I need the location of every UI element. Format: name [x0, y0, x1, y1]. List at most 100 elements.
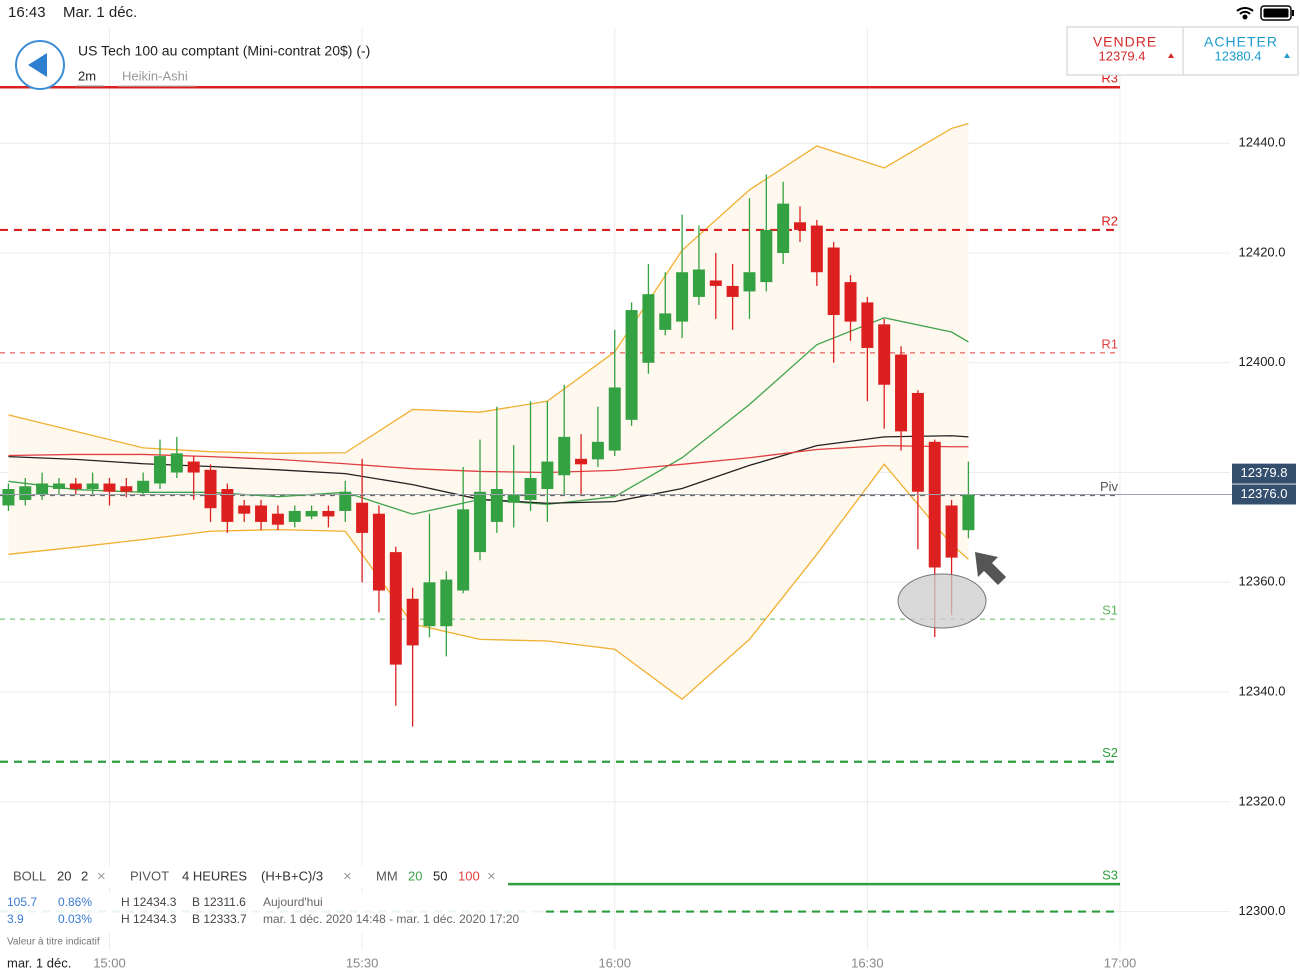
indicator-legend: BOLL 20 2 × PIVOT 4 HEURES (H+B+C)/3 × M… [13, 868, 496, 885]
band-lower [8, 463, 969, 701]
low: B 12333.7 [192, 912, 247, 926]
candle-body [861, 302, 874, 348]
candle-body [810, 225, 823, 273]
candle-body [120, 486, 133, 492]
back-button[interactable] [15, 40, 65, 90]
x-tick-label: 15:30 [346, 955, 379, 970]
candle-body [423, 582, 436, 627]
candle-body [339, 491, 352, 511]
legend-entry: 100 [458, 868, 480, 883]
percent: 0.03% [58, 912, 92, 926]
legend-entry: 20 [408, 868, 422, 883]
candle-body [440, 579, 453, 627]
candle-body [238, 505, 251, 514]
candle-body [389, 552, 402, 665]
status-date: Mar. 1 déc. [63, 4, 137, 21]
candle-body [928, 441, 941, 568]
pivot-label[interactable]: PIVOT [130, 868, 169, 883]
candle-body [204, 469, 217, 509]
percent: 0.86% [58, 895, 92, 909]
pivot-label: S1 [1102, 603, 1118, 618]
annotation-arrow [975, 552, 1006, 585]
price-tag [1232, 463, 1296, 484]
candle-body [507, 494, 520, 503]
candle-body [154, 456, 166, 484]
candle-body [52, 483, 65, 489]
candle-body [69, 483, 82, 489]
buy-label: ACHETER [1204, 34, 1278, 50]
candle-body [255, 505, 268, 522]
info-panel [0, 893, 540, 933]
close-icon[interactable]: × [97, 868, 106, 885]
boll-label[interactable]: BOLL [13, 868, 46, 883]
pivot-param: (H+B+C)/3 [261, 868, 323, 883]
instrument-title: US Tech 100 au comptant (Mini-contrat 20… [78, 43, 370, 59]
candle-body [356, 502, 369, 533]
candle-body [137, 480, 150, 492]
x-tick-label: 16:30 [851, 955, 884, 970]
high: H 12434.3 [121, 912, 177, 926]
candle-body [625, 310, 638, 420]
candle-body [288, 510, 301, 522]
y-tick-label: 12300.0 [1239, 903, 1286, 918]
candle-body [490, 489, 503, 522]
close-icon[interactable]: × [343, 868, 352, 885]
sell-price: 12379.4 [1099, 48, 1146, 63]
candle-body [709, 280, 722, 286]
candle-body [642, 294, 655, 363]
boll-param: 2 [81, 868, 88, 883]
candle-body [36, 483, 49, 495]
candle-body [103, 483, 116, 492]
candle-body [558, 436, 571, 476]
candle-body [271, 513, 284, 525]
period: Aujourd'hui [263, 895, 323, 909]
y-tick-label: 12400.0 [1239, 354, 1286, 369]
price-tag-label: 12376.0 [1241, 486, 1288, 501]
buy-button[interactable]: ACHETER 12380.4 [1204, 34, 1290, 64]
candle-body [187, 461, 200, 473]
interval[interactable]: 2m [78, 68, 96, 83]
highlight-ellipse [897, 573, 987, 629]
y-tick-label: 12360.0 [1239, 574, 1286, 589]
x-tick-label: 17:00 [1104, 955, 1137, 970]
y-tick-label: 12320.0 [1239, 793, 1286, 808]
chart-style[interactable]: Heikin-Ashi [122, 68, 188, 83]
pivot-label: R1 [1101, 336, 1118, 351]
pivot-label: R2 [1101, 213, 1118, 228]
candle-body [474, 491, 486, 553]
candle-body [591, 441, 604, 460]
pivot-label: S2 [1102, 745, 1118, 760]
candle-body [524, 478, 537, 500]
y-tick-label: 12440.0 [1239, 135, 1286, 150]
change: 3.9 [7, 912, 24, 926]
candle-body [911, 392, 924, 492]
sell-button[interactable]: VENDRE 12379.4 [1093, 34, 1174, 64]
date-label: mar. 1 déc. [7, 955, 71, 970]
candle-body [86, 483, 99, 489]
chart: 12300.012320.012340.012360.012380.012400… [0, 28, 1296, 970]
candle-body [962, 494, 975, 531]
boll-param: 20 [57, 868, 71, 883]
high: H 12434.3 [121, 895, 177, 909]
y-tick-label: 12340.0 [1239, 683, 1286, 698]
low: B 12311.6 [192, 895, 246, 909]
candle-body [878, 324, 891, 385]
pivot-param: 4 HEURES [182, 868, 247, 883]
ma-label[interactable]: MM [376, 868, 398, 883]
candle-body [726, 285, 739, 297]
note: Valeur à titre indicatif [7, 937, 100, 948]
candle-body [895, 354, 908, 432]
pivot-label: S3 [1102, 868, 1118, 883]
close-icon[interactable]: × [487, 868, 496, 885]
candle-body [777, 203, 790, 254]
buy-price: 12380.4 [1215, 48, 1262, 63]
change: 105.7 [7, 895, 37, 909]
candle-body [406, 598, 419, 646]
candle-body [19, 486, 32, 500]
candle-body [945, 505, 958, 558]
candle-body [794, 222, 806, 230]
candle-body [844, 282, 857, 322]
pivot-label: Piv [1100, 479, 1119, 494]
candle-body [692, 269, 705, 297]
trade-box: VENDRE 12379.4 ACHETER 12380.4 [1066, 26, 1299, 76]
